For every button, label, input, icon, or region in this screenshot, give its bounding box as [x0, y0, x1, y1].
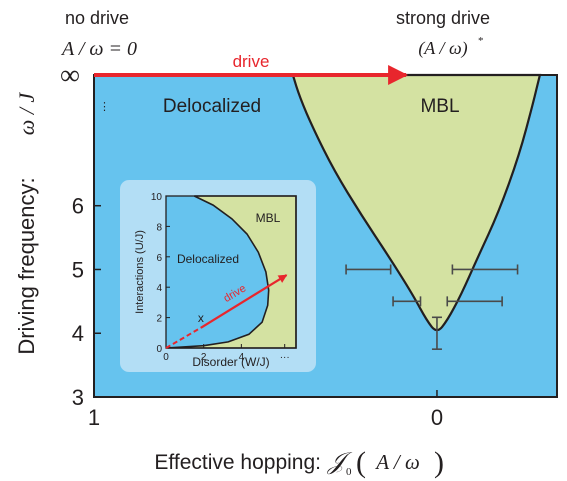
inset-x-axis-label: Disorder (W/J): [192, 355, 269, 369]
inset-y-tick-label-0: 0: [156, 344, 162, 355]
strong-drive-formula: (A / ω): [418, 38, 467, 59]
inset-x-tick-label-2: 4: [239, 352, 245, 363]
inset-y-tick-label-4: 4: [156, 283, 162, 294]
strong-drive-superscript: *: [478, 35, 484, 47]
inset-y-tick-label-8: 8: [156, 222, 162, 233]
drive-arrow-label: drive: [233, 52, 270, 71]
inset-plot-frame: [165, 195, 297, 349]
y-tick-label-4: 4: [72, 321, 84, 346]
inset-y-tick-label-10: 10: [151, 192, 163, 203]
x-axis-label: Effective hopping: 𝒥 0 ( A / ω ): [154, 446, 444, 479]
inset-y-axis-label: Interactions (U/J): [134, 230, 146, 314]
inset-point-marker: x: [198, 311, 204, 325]
y-axis-label: Driving frequency: ω / J: [14, 92, 39, 355]
strong-drive-label: strong drive: [396, 8, 490, 28]
error-bars: [345, 264, 519, 350]
ellipsis-marker: ⋮: [99, 101, 110, 113]
inset-x-tick-label-3: ···: [280, 352, 290, 363]
inset-drive-arrow-solid: [200, 274, 288, 329]
inset-x-tick-label-1: 2: [201, 352, 207, 363]
inset-region-label-mbl: MBL: [256, 211, 281, 225]
y-tick-label-6: 6: [72, 194, 84, 219]
inset-x-tick-label-0: 0: [163, 352, 169, 363]
x-axis-label-text: Effective hopping:: [154, 451, 321, 474]
x-axis-label-paren-right: ): [434, 446, 444, 479]
inset-region-label-delocalized: Delocalized: [177, 252, 239, 266]
inset-y-tick-label-2: 2: [156, 314, 162, 325]
inset-y-axis-ticks: 0 2 4 6 8 10: [151, 192, 170, 355]
no-drive-formula: A / ω = 0: [60, 38, 137, 60]
y-axis-label-text: Driving frequency:: [14, 177, 39, 354]
inset-y-tick-label-6: 6: [156, 253, 162, 264]
y-tick-label-3: 3: [72, 385, 84, 410]
inset-drive-arrow-dashed: [165, 326, 202, 349]
x-axis-label-math-arg: A / ω: [374, 450, 420, 474]
y-axis-ticks: 3 4 5 6: [72, 194, 101, 410]
x-tick-label-1: 1: [88, 405, 100, 430]
region-label-delocalized: Delocalized: [163, 96, 261, 117]
mbl-region-main: [291, 73, 542, 332]
x-tick-label-0: 0: [431, 405, 443, 430]
no-drive-label: no drive: [65, 8, 129, 28]
y-tick-label-5: 5: [72, 257, 84, 282]
region-label-mbl: MBL: [420, 96, 459, 117]
x-axis-label-paren-left: (: [356, 446, 366, 479]
svg-text:Driving frequency:: Driving frequency:: [14, 177, 39, 354]
y-axis-label-math: ω / J: [14, 92, 39, 136]
y-tick-infinity: ∞: [60, 60, 80, 91]
x-axis-label-math-sub: 0: [346, 466, 352, 478]
